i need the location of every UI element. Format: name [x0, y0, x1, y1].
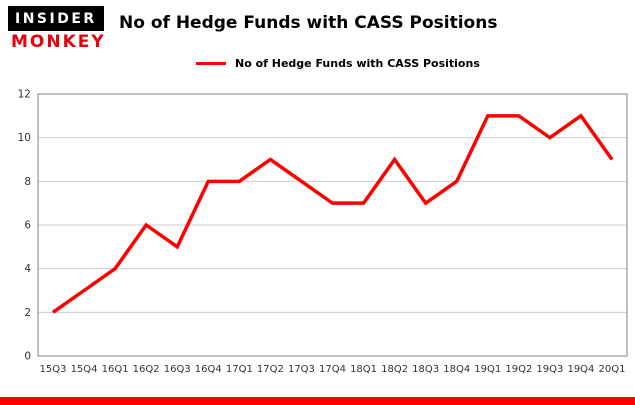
x-tick-label: 16Q3: [164, 364, 191, 375]
y-tick-label: 8: [24, 176, 31, 188]
x-tick-label: 19Q4: [567, 364, 594, 375]
x-tick-label: 15Q3: [40, 364, 67, 375]
x-tick-label: 16Q4: [195, 364, 222, 375]
series-line: [51, 113, 614, 314]
x-tick-label: 16Q1: [102, 364, 129, 375]
line-chart: 0 2 4 6 8 10 12 15Q3 15Q4 16Q1 16Q2 16Q3 16Q4 17Q1 17Q…: [18, 89, 628, 375]
x-tick-label: 19Q3: [536, 364, 563, 375]
legend-label: No of Hedge Funds with CASS Positions: [235, 57, 480, 70]
legend-line-swatch: [196, 62, 226, 65]
x-tick-label: 17Q2: [257, 364, 284, 375]
y-tick-label: 10: [18, 132, 31, 144]
x-tick-label: 19Q2: [505, 364, 532, 375]
x-tick-label: 15Q4: [71, 364, 98, 375]
plot-border: [37, 93, 628, 357]
y-tick-label: 4: [24, 263, 31, 275]
y-tick-label: 12: [18, 89, 31, 101]
x-tick-label: 18Q4: [443, 364, 470, 375]
logo-monkey-text: MONKEY: [11, 32, 106, 52]
chart-title: No of Hedge Funds with CASS Positions: [119, 13, 498, 33]
x-tick-label: 20Q1: [599, 364, 626, 375]
x-tick-label: 18Q2: [381, 364, 408, 375]
x-tick-label: 18Q1: [350, 364, 377, 375]
y-tick-label: 0: [24, 351, 31, 363]
insider-monkey-logo: INSIDER MONKEY: [8, 6, 118, 52]
x-tick-label: 19Q1: [474, 364, 501, 375]
chart-legend: No of Hedge Funds with CASS Positions: [196, 57, 480, 70]
y-tick-label: 6: [24, 220, 31, 232]
x-tick-label: 16Q2: [133, 364, 160, 375]
x-tick-label: 17Q1: [226, 364, 253, 375]
y-tick-label: 2: [24, 307, 31, 319]
logo-insider-text: INSIDER: [8, 6, 104, 31]
x-tick-label: 17Q4: [319, 364, 346, 375]
bottom-red-bar: [0, 397, 635, 405]
x-tick-label: 18Q3: [412, 364, 439, 375]
x-tick-label: 17Q3: [288, 364, 315, 375]
